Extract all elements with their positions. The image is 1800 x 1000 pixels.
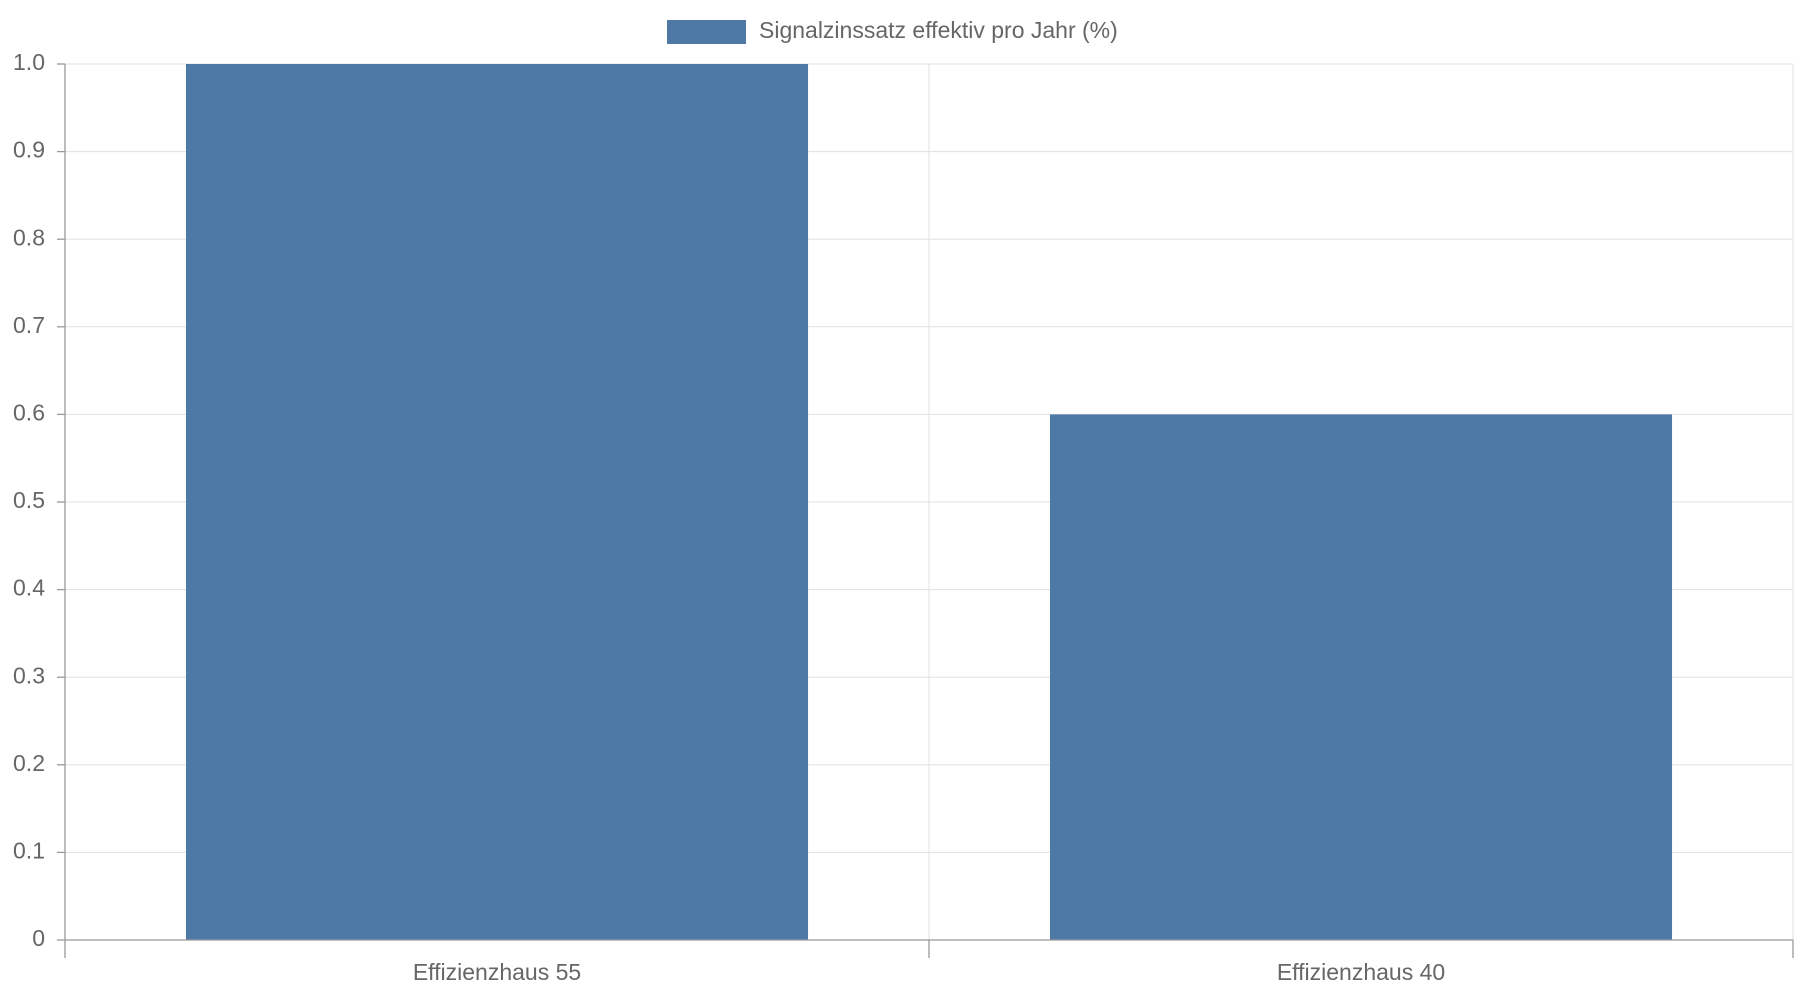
y-tick-label: 0.6 bbox=[13, 399, 45, 425]
x-tick-label: Effizienzhaus 40 bbox=[1277, 959, 1445, 985]
y-tick-label: 0 bbox=[32, 925, 45, 951]
y-tick-label: 0.2 bbox=[13, 750, 45, 776]
y-tick-label: 0.8 bbox=[13, 224, 45, 250]
bar bbox=[1049, 414, 1673, 940]
y-tick-label: 0.9 bbox=[13, 137, 45, 163]
x-tick-label: Effizienzhaus 55 bbox=[413, 959, 581, 985]
legend-label: Signalzinssatz effektiv pro Jahr (%) bbox=[759, 17, 1118, 43]
legend-swatch bbox=[667, 20, 746, 44]
y-tick-label: 0.7 bbox=[13, 312, 45, 338]
y-tick-label: 0.5 bbox=[13, 487, 45, 513]
y-tick-label: 0.4 bbox=[13, 575, 45, 601]
y-tick-label: 0.3 bbox=[13, 662, 45, 688]
y-tick-label: 1.0 bbox=[13, 49, 45, 75]
y-tick-label: 0.1 bbox=[13, 837, 45, 863]
bar bbox=[185, 64, 809, 940]
